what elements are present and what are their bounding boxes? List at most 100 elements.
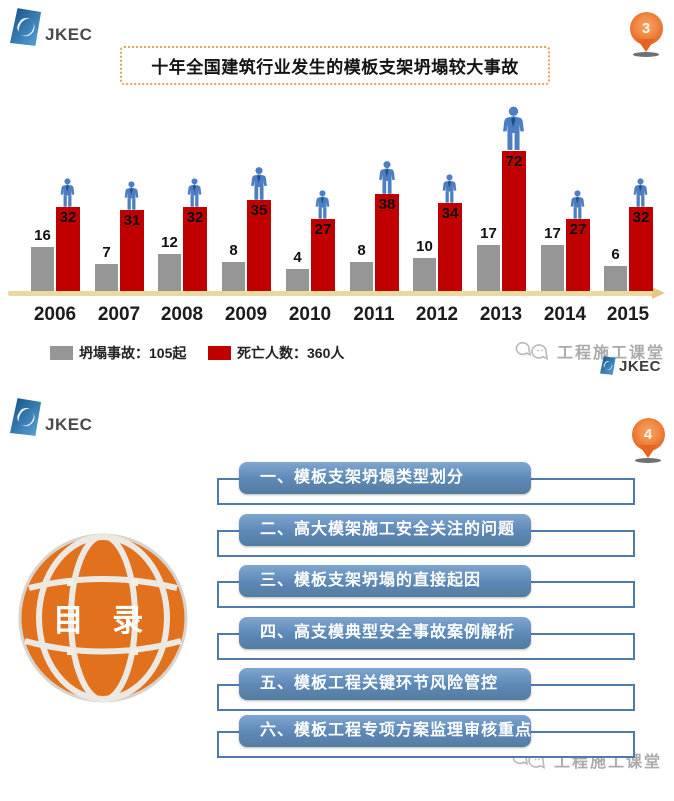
year-label: 2013 xyxy=(479,304,523,325)
person-icon xyxy=(631,178,650,208)
deaths-bar xyxy=(438,203,462,291)
deaths-value-label: 35 xyxy=(250,202,268,219)
accidents-bar xyxy=(158,254,181,291)
pin-tip xyxy=(637,39,655,52)
person-icon xyxy=(313,190,332,220)
watermark-text: 工程施工课堂 xyxy=(557,345,666,362)
accidents-bar xyxy=(477,245,500,291)
legend-item-deaths: 死亡人数：360人 xyxy=(208,343,344,363)
toc-item: 一、模板支架坍塌类型划分 xyxy=(239,462,531,494)
jkec-logo: JKEC xyxy=(10,398,92,436)
jkec-logo: JKEC xyxy=(10,8,92,46)
bar-chart: 16 32 2006 7 31 2007 12 32 2008 8 35 xyxy=(0,95,674,325)
jkec-logo-icon xyxy=(10,398,42,436)
deaths-bar xyxy=(311,219,335,291)
year-label: 2015 xyxy=(606,304,650,325)
person-icon xyxy=(499,106,528,152)
deaths-swatch xyxy=(208,346,231,360)
deaths-value-label: 34 xyxy=(441,205,459,222)
accidents-value-label: 7 xyxy=(102,244,111,261)
person-icon xyxy=(568,190,587,220)
deaths-value-label: 32 xyxy=(59,209,77,226)
accidents-value-label: 17 xyxy=(544,225,561,242)
person-icon xyxy=(122,181,141,211)
legend-label-accidents: 坍塌事故：105起 xyxy=(79,345,187,361)
slide-number-pin: 3 xyxy=(628,12,664,57)
toc-item: 五、模板工程关键环节风险管控 xyxy=(239,668,531,700)
accidents-value-label: 17 xyxy=(480,225,497,242)
deaths-bar xyxy=(247,200,271,291)
pin-tip xyxy=(639,445,657,458)
chat-bubbles-icon xyxy=(515,341,549,361)
slide-number-pin: 4 xyxy=(630,418,666,463)
jkec-logo-icon xyxy=(600,356,616,375)
person-icon xyxy=(376,161,398,195)
person-icon xyxy=(58,178,77,208)
deaths-bar xyxy=(502,151,526,291)
accidents-value-label: 6 xyxy=(611,246,620,263)
toc-item: 二、高大模架施工安全关注的问题 xyxy=(239,514,531,546)
accidents-bar xyxy=(31,247,54,291)
deaths-bar xyxy=(183,207,207,291)
year-label: 2006 xyxy=(33,304,77,325)
watermark-text: 工程施工课堂 xyxy=(554,754,663,771)
accidents-swatch xyxy=(50,346,73,360)
year-label: 2011 xyxy=(353,304,395,325)
deaths-bar xyxy=(629,207,653,291)
accidents-bar xyxy=(286,269,309,291)
jkec-logo-text: JKEC xyxy=(619,358,662,375)
accidents-value-label: 8 xyxy=(229,242,238,259)
deaths-bar xyxy=(120,210,144,291)
year-label: 2012 xyxy=(415,304,459,325)
slide-table-of-contents: JKEC 4 目 录 一、模板支架坍塌 xyxy=(0,390,674,801)
chart-title-box: 十年全国建筑行业发生的模板支架坍塌较大事故 xyxy=(120,46,550,85)
person-icon xyxy=(185,178,204,208)
slide-number: 4 xyxy=(643,426,653,443)
jkec-logo-text: JKEC xyxy=(45,25,93,44)
pin-shadow xyxy=(635,458,661,463)
deaths-value-label: 27 xyxy=(314,221,332,238)
accidents-bar xyxy=(413,258,436,291)
year-label: 2014 xyxy=(543,304,587,325)
toc-list: 一、模板支架坍塌类型划分 二、高大模架施工安全关注的问题 三、模板支架坍塌的直接起因… xyxy=(0,390,674,801)
globe-label: 目 录 xyxy=(53,603,154,638)
deaths-bar xyxy=(56,207,80,291)
accidents-bar xyxy=(541,245,564,291)
toc-item: 三、模板支架坍塌的直接起因 xyxy=(239,565,531,597)
year-label: 2008 xyxy=(160,304,204,325)
globe-icon: 目 录 xyxy=(18,533,188,703)
x-axis-line xyxy=(8,291,654,296)
accidents-bar xyxy=(604,266,627,291)
deaths-value-label: 38 xyxy=(378,196,396,213)
deaths-bar xyxy=(566,219,590,291)
chart-title: 十年全国建筑行业发生的模板支架坍塌较大事故 xyxy=(151,58,519,77)
slide-accident-chart: JKEC 3 十年全国建筑行业发生的模板支架坍塌较大事故 16 32 2006 7 3… xyxy=(0,0,674,390)
jkec-logo-footer: JKEC xyxy=(600,356,661,375)
accidents-value-label: 8 xyxy=(357,242,366,259)
deaths-bar xyxy=(375,194,399,291)
deaths-value-label: 32 xyxy=(186,209,204,226)
legend-label-deaths: 死亡人数：360人 xyxy=(237,345,345,361)
accidents-value-label: 4 xyxy=(293,249,302,266)
year-label: 2010 xyxy=(288,304,332,325)
deaths-value-label: 31 xyxy=(123,212,141,229)
legend-item-accidents: 坍塌事故：105起 xyxy=(50,343,186,363)
slide-number: 3 xyxy=(641,20,651,37)
accidents-bar xyxy=(222,262,245,291)
year-label: 2007 xyxy=(97,304,141,325)
person-icon xyxy=(248,167,270,201)
accidents-bar xyxy=(95,264,118,291)
pin-shadow xyxy=(633,52,659,57)
toc-item: 四、高支模典型安全事故案例解析 xyxy=(239,617,531,649)
accidents-bar xyxy=(350,262,373,291)
accidents-value-label: 16 xyxy=(34,227,51,244)
watermark: 工程施工课堂 xyxy=(515,339,665,363)
accidents-value-label: 10 xyxy=(416,238,433,255)
chart-legend: 坍塌事故：105起 死亡人数：360人 xyxy=(0,343,674,363)
jkec-logo-icon xyxy=(10,8,42,46)
accidents-value-label: 12 xyxy=(161,234,178,251)
x-axis-arrow xyxy=(652,287,665,299)
toc-item: 六、模板工程专项方案监理审核重点 xyxy=(239,715,531,747)
person-icon xyxy=(440,174,459,204)
